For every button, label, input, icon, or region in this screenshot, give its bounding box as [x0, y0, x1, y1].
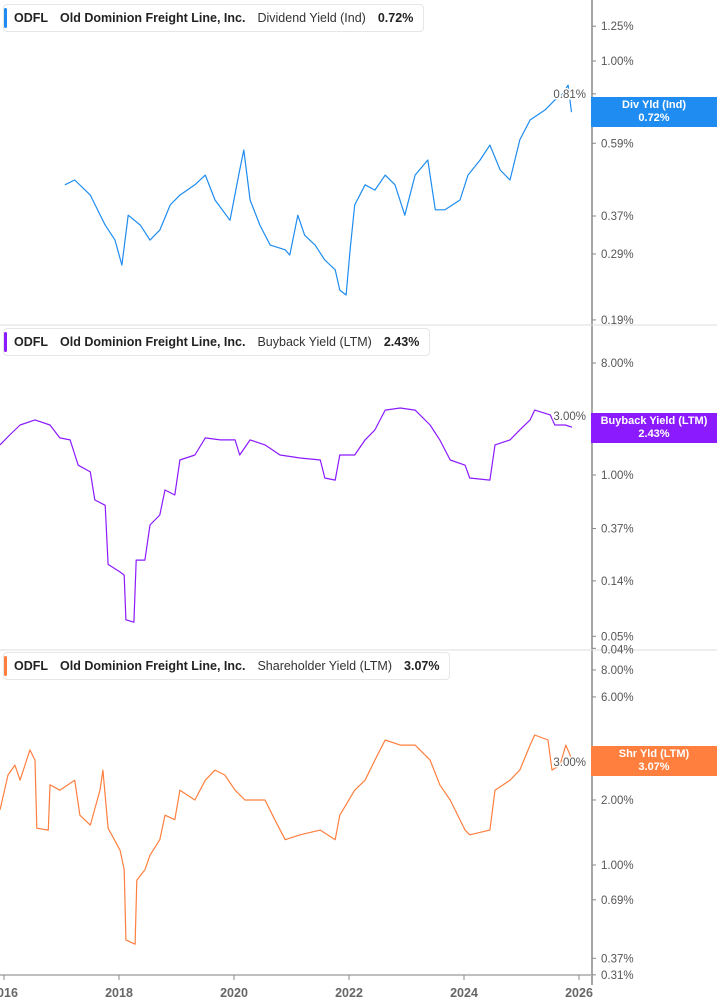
tag-value: 0.72% [638, 112, 670, 124]
x-tick-label: 2020 [220, 986, 248, 1000]
y-tick-label: 1.00% [601, 860, 634, 872]
x-tick-label: 2026 [565, 986, 593, 1000]
metric-name: Dividend Yield (Ind) [257, 11, 366, 25]
y-tick-label: 2.00% [601, 795, 634, 807]
y-tick-label: 1.25% [601, 21, 634, 33]
x-tick-label: 2018 [105, 986, 133, 1000]
ticker: ODFL [14, 11, 49, 25]
y-tick-label: 8.00% [601, 358, 634, 370]
metric-name: Shareholder Yield (LTM) [257, 659, 393, 673]
series-color-bar [4, 332, 7, 352]
metric-name: Buyback Yield (LTM) [257, 335, 372, 349]
y-tick-label: 1.00% [601, 470, 634, 482]
y-tick-label: 0.81% [553, 89, 586, 101]
company-name: Old Dominion Freight Line, Inc. [60, 659, 246, 673]
series-color-bar [4, 8, 7, 28]
x-tick-label: 2022 [335, 986, 363, 1000]
y-tick-label: 0.69% [601, 895, 634, 907]
tag-value: 2.43% [638, 428, 670, 440]
metric-value: 3.07% [404, 659, 440, 673]
last-value-tag-shareholder-yield: Shr Yld (LTM) 3.07% [591, 746, 717, 776]
ticker: ODFL [14, 335, 49, 349]
panel-1-header: ODFL Old Dominion Freight Line, Inc. Div… [3, 4, 425, 32]
y-tick-label: 0.05% [601, 631, 634, 643]
y-tick-label: 0.04% [601, 644, 634, 656]
tag-label: Shr Yld (LTM) [618, 748, 690, 760]
company-name: Old Dominion Freight Line, Inc. [60, 11, 246, 25]
y-tick-label: 3.00% [553, 757, 586, 769]
tag-label: Buyback Yield (LTM) [600, 415, 708, 427]
series-color-bar [4, 656, 7, 676]
y-tick-label: 0.37% [601, 524, 634, 536]
y-tick-label: 3.00% [553, 411, 586, 423]
last-value-tag-buyback-yield: Buyback Yield (LTM) 2.43% [591, 413, 717, 443]
x-tick-label: 2016 [0, 986, 18, 1000]
tag-value: 3.07% [638, 761, 670, 773]
y-tick-label: 0.31% [601, 970, 634, 982]
y-tick-label: 0.19% [601, 315, 634, 327]
tag-label: Div Yld (Ind) [622, 99, 686, 111]
metric-value: 0.72% [377, 11, 414, 25]
ticker: ODFL [14, 659, 49, 673]
y-tick-label: 0.14% [601, 576, 634, 588]
company-name: Old Dominion Freight Line, Inc. [60, 335, 246, 349]
y-tick-label: 6.00% [601, 692, 634, 704]
panel-3-header: ODFL Old Dominion Freight Line, Inc. Sha… [3, 652, 451, 680]
y-tick-label: 0.37% [601, 953, 634, 965]
series-line-1 [64, 84, 573, 296]
metric-value: 2.43% [383, 335, 420, 349]
y-tick-label: 0.59% [601, 138, 634, 150]
y-tick-label: 8.00% [601, 665, 634, 677]
y-tick-label: 1.00% [601, 56, 634, 68]
panel-2-header: ODFL Old Dominion Freight Line, Inc. Buy… [3, 328, 431, 356]
series-line-3 [0, 734, 573, 945]
y-tick-label: 0.37% [601, 211, 634, 223]
x-tick-label: 2024 [450, 986, 478, 1000]
last-value-tag-div-yield: Div Yld (Ind) 0.72% [591, 97, 717, 127]
y-tick-label: 0.29% [601, 249, 634, 261]
series-line-2 [0, 407, 573, 623]
